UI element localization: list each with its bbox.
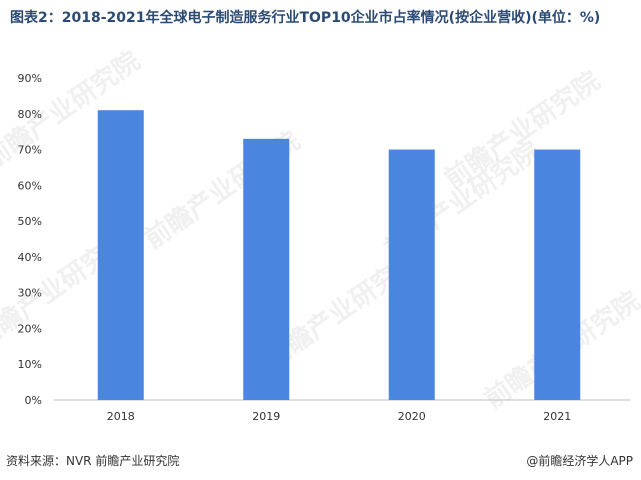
- source-note: 资料来源：NVR 前瞻产业研究院: [6, 454, 180, 468]
- y-tick-label: 10%: [18, 358, 42, 371]
- brand-credit: @前瞻经济学人APP: [526, 454, 633, 468]
- y-tick-label: 0%: [25, 394, 42, 407]
- y-tick-label: 90%: [18, 72, 42, 85]
- y-tick-label: 80%: [18, 108, 42, 121]
- y-tick-label: 40%: [18, 251, 42, 264]
- bar: [534, 149, 581, 400]
- bar: [388, 149, 435, 400]
- x-tick-label: 2018: [107, 410, 135, 423]
- y-tick-label: 20%: [18, 322, 42, 335]
- y-tick-label: 50%: [18, 215, 42, 228]
- y-tick-label: 60%: [18, 179, 42, 192]
- chart-title: 图表2：2018-2021年全球电子制造服务行业TOP10企业市占率情况(按企业…: [10, 10, 601, 26]
- y-tick-label: 70%: [18, 144, 42, 157]
- x-tick-label: 2021: [543, 410, 571, 423]
- bar: [97, 110, 144, 400]
- x-tick-label: 2019: [252, 410, 280, 423]
- y-tick-label: 30%: [18, 287, 42, 300]
- bar: [243, 138, 290, 401]
- x-tick-label: 2020: [398, 410, 426, 423]
